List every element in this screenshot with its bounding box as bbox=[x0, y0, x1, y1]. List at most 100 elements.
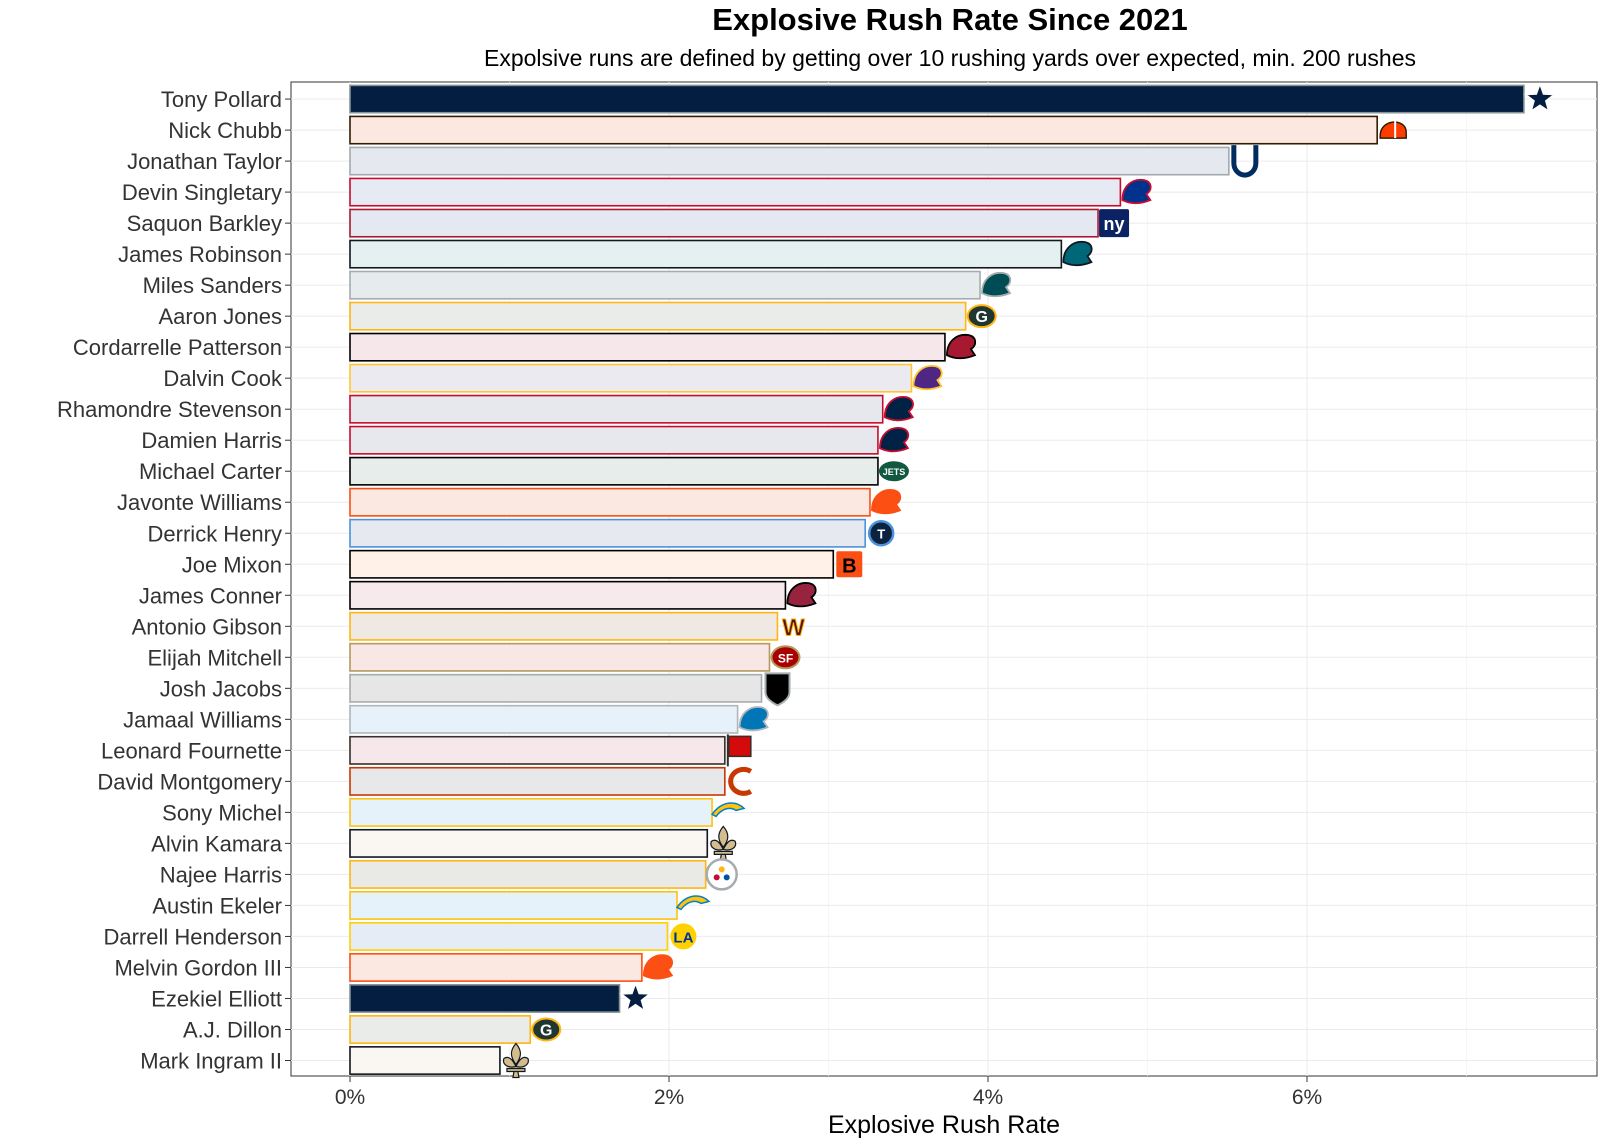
jets-icon: JETS bbox=[878, 461, 909, 482]
svg-text:G: G bbox=[540, 1022, 552, 1039]
y-tick-label: Mark Ingram II bbox=[140, 1048, 282, 1073]
bears-c-icon bbox=[728, 766, 753, 796]
bar-miles-sanders bbox=[349, 270, 981, 300]
lions-icon bbox=[738, 706, 769, 732]
bar-joe-mixon bbox=[349, 549, 835, 579]
x-tick-label: 2% bbox=[654, 1086, 684, 1109]
x-tick-label: 0% bbox=[335, 1086, 365, 1109]
bar-damien-harris bbox=[349, 425, 879, 455]
bar-najee-harris bbox=[349, 859, 707, 889]
y-tick-label: Leonard Fournette bbox=[101, 738, 282, 763]
saints-fleur-de-lis-icon bbox=[710, 825, 737, 861]
bar-james-conner bbox=[349, 580, 787, 610]
y-tick-label: Najee Harris bbox=[160, 862, 282, 887]
packers-g-icon: G bbox=[531, 1017, 562, 1042]
bengals-b-icon: B bbox=[836, 551, 863, 578]
broncos-icon bbox=[642, 954, 674, 980]
falcons-icon bbox=[946, 333, 977, 360]
bar-a-j-dillon bbox=[349, 1015, 532, 1044]
chargers-bolt-icon bbox=[710, 802, 746, 818]
x-tick-label: 6% bbox=[1292, 1086, 1322, 1109]
y-tick-label: Antonio Gibson bbox=[132, 614, 282, 639]
y-tick-label: Aaron Jones bbox=[158, 304, 282, 329]
y-tick-label: Dalvin Cook bbox=[163, 366, 283, 391]
bar-elijah-mitchell bbox=[349, 642, 771, 672]
bar-jamaal-williams bbox=[349, 704, 739, 734]
bar-jonathan-taylor bbox=[349, 146, 1230, 176]
y-tick-label: Josh Jacobs bbox=[160, 676, 282, 701]
bills-buffalo-icon bbox=[1121, 178, 1152, 204]
y-tick-label: Sony Michel bbox=[162, 800, 282, 825]
bar-josh-jacobs bbox=[349, 673, 763, 703]
y-tick-label: Joe Mixon bbox=[182, 552, 282, 577]
y-tick-label: Darrell Henderson bbox=[103, 924, 282, 949]
rams-la-icon: LA bbox=[670, 923, 697, 950]
bar-cordarrelle-patterson bbox=[349, 332, 946, 362]
bar-dalvin-cook bbox=[349, 363, 913, 393]
axis-layer: Tony Pollard Nick Chubb Jonathan Taylor Dev… bbox=[57, 87, 1322, 1109]
y-tick-label: James Conner bbox=[139, 583, 282, 608]
chart-subtitle: Expolsive runs are defined by getting ov… bbox=[483, 45, 1417, 71]
y-tick-label: Devin Singletary bbox=[122, 180, 282, 205]
bar-tony-pollard bbox=[349, 84, 1525, 114]
buccaneers-flag-icon bbox=[726, 734, 752, 767]
y-tick-label: Tony Pollard bbox=[161, 87, 282, 112]
bar-melvin-gordon-iii bbox=[349, 953, 643, 982]
y-tick-label: Javonte Williams bbox=[117, 490, 282, 515]
steelers-icon bbox=[705, 858, 738, 891]
giants-ny-icon: ny bbox=[1099, 209, 1130, 238]
bar-james-robinson bbox=[349, 239, 1063, 269]
colts-horseshoe-icon bbox=[1231, 145, 1259, 178]
bar-leonard-fournette bbox=[349, 735, 726, 765]
bar-saquon-barkley bbox=[349, 208, 1099, 238]
bar-javonte-williams bbox=[349, 487, 871, 517]
svg-text:T: T bbox=[877, 526, 885, 541]
svg-text:SF: SF bbox=[778, 651, 793, 665]
y-tick-label: Jamaal Williams bbox=[123, 707, 282, 732]
y-tick-label: Elijah Mitchell bbox=[148, 645, 283, 670]
cowboys-star-icon bbox=[619, 981, 652, 1013]
vikings-icon bbox=[912, 364, 943, 391]
cowboys-star-icon bbox=[1523, 81, 1557, 113]
bar-austin-ekeler bbox=[349, 890, 678, 920]
bar-david-montgomery bbox=[349, 766, 726, 796]
y-tick-label: A.J. Dillon bbox=[183, 1017, 282, 1042]
commanders-w-icon: W bbox=[782, 614, 806, 642]
y-tick-label: David Montgomery bbox=[97, 769, 282, 794]
bar-sony-michel bbox=[349, 797, 713, 827]
saints-fleur-de-lis-icon bbox=[502, 1042, 529, 1079]
logo-layer: ny G JETS T B W SF LA G bbox=[502, 81, 1557, 1079]
bar-ezekiel-elliott bbox=[349, 984, 621, 1013]
packers-g-icon: G bbox=[966, 304, 997, 329]
patriots-icon bbox=[883, 396, 915, 422]
svg-text:W: W bbox=[782, 614, 805, 641]
svg-text:LA: LA bbox=[673, 929, 693, 946]
y-tick-label: Damien Harris bbox=[141, 428, 282, 453]
bar-aaron-jones bbox=[349, 301, 967, 331]
y-tick-label: Jonathan Taylor bbox=[127, 149, 282, 174]
broncos-icon bbox=[871, 489, 902, 515]
jaguars-head-icon bbox=[1062, 240, 1093, 267]
49ers-sf-icon: SF bbox=[770, 645, 801, 670]
cardinals-head-icon bbox=[786, 582, 817, 608]
y-tick-label: Austin Ekeler bbox=[152, 893, 282, 918]
svg-text:B: B bbox=[842, 555, 856, 577]
bar-nick-chubb bbox=[349, 115, 1378, 145]
y-tick-label: Rhamondre Stevenson bbox=[57, 397, 282, 422]
titans-icon: T bbox=[867, 520, 895, 547]
bar-mark-ingram-ii bbox=[349, 1046, 501, 1075]
y-tick-label: Cordarrelle Patterson bbox=[73, 335, 282, 360]
svg-text:G: G bbox=[975, 309, 987, 326]
bar-antonio-gibson bbox=[349, 611, 779, 641]
x-tick-label: 4% bbox=[973, 1086, 1003, 1109]
y-tick-label: Ezekiel Elliott bbox=[151, 986, 282, 1011]
x-axis-title: Explosive Rush Rate bbox=[828, 1111, 1060, 1139]
y-tick-label: Michael Carter bbox=[139, 459, 282, 484]
bar-alvin-kamara bbox=[349, 828, 709, 858]
y-tick-label: Miles Sanders bbox=[143, 273, 282, 298]
svg-text:ny: ny bbox=[1104, 214, 1125, 234]
eagles-head-icon bbox=[981, 271, 1012, 298]
y-tick-label: Nick Chubb bbox=[168, 118, 282, 143]
